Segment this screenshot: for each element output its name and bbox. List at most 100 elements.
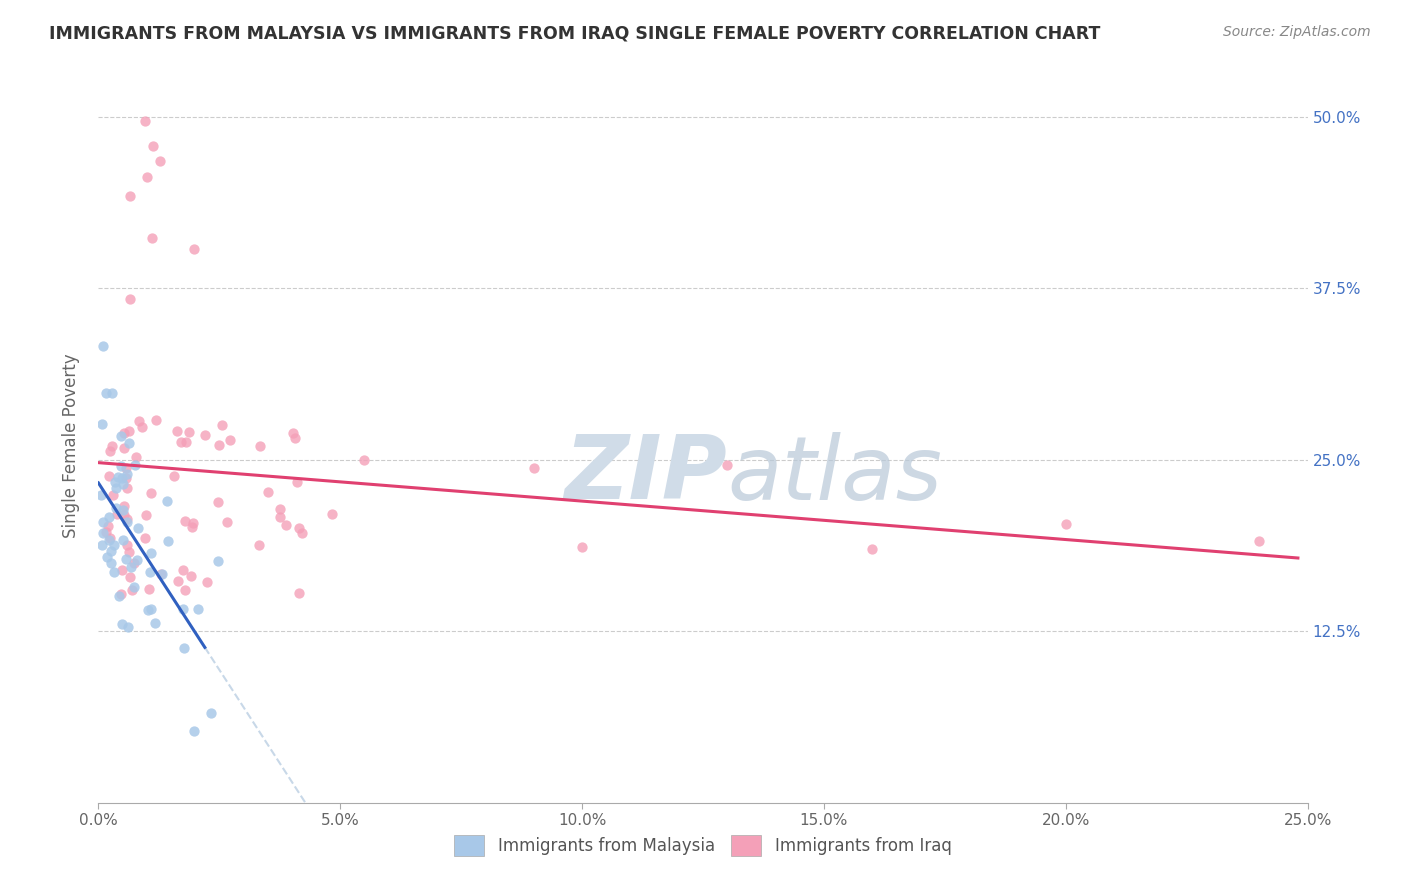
Point [115,467,138,482]
Point [124,458,146,472]
Point [207,554,229,568]
Point [207,495,229,509]
Point [172,563,194,577]
Point [110,458,132,473]
Point [208,438,231,452]
Text: Source: ZipAtlas.com: Source: ZipAtlas.com [1223,25,1371,39]
Point [183,242,205,256]
Point [118,292,141,306]
Point [118,569,141,583]
Point [110,429,132,443]
Point [173,582,195,597]
Point [291,526,314,541]
Point [98,444,121,458]
Point [107,589,129,603]
Point [111,533,134,547]
Point [111,563,134,577]
Point [181,516,204,530]
Point [134,114,156,128]
Point [93,526,115,541]
Point [103,538,125,552]
Point [118,545,141,559]
Point [118,436,141,450]
Point [112,508,135,522]
Point [112,441,135,455]
Point [200,706,222,721]
Point [97,533,120,548]
Point [96,386,118,401]
Point [167,574,190,588]
Point [100,556,122,570]
Point [114,471,136,485]
Point [149,153,172,168]
Point [269,501,291,516]
Y-axis label: Single Female Poverty: Single Female Poverty [62,354,80,538]
Point [98,469,121,483]
Point [180,568,202,582]
Point [100,439,122,453]
Point [131,420,153,434]
Point [104,500,127,515]
Point [118,425,141,439]
Point [138,582,160,597]
Point [112,499,135,513]
Point [90,488,112,502]
Point [136,603,159,617]
Point [91,538,114,552]
Point [179,425,201,439]
Point [288,585,311,599]
Point [150,567,173,582]
Point [128,414,150,428]
Text: atlas: atlas [727,432,942,517]
Point [100,532,122,546]
Point [111,477,134,491]
Point [120,189,142,203]
Point [111,503,134,517]
Point [247,538,270,552]
Point [100,543,122,558]
Point [96,550,118,565]
Point [114,461,136,475]
Point [94,525,117,540]
Point [104,475,127,489]
Point [194,427,217,442]
Point [256,484,278,499]
Point [127,521,149,535]
Point [276,518,298,533]
Point [135,508,157,522]
Point [112,425,135,440]
Point [1249,533,1271,548]
Point [353,452,375,467]
Point [125,450,148,465]
Point [114,552,136,566]
Point [121,583,143,598]
Point [181,519,204,533]
Point [120,559,142,574]
Point [122,580,145,594]
Point [155,494,177,508]
Point [97,510,120,524]
Point [860,541,883,556]
Point [101,385,124,400]
Point [281,426,304,441]
Point [115,482,138,496]
Point [141,231,163,245]
Point [134,531,156,545]
Point [141,602,163,616]
Point [219,434,242,448]
Point [122,556,145,570]
Point [283,431,305,445]
Point [104,481,127,495]
Point [1054,517,1077,532]
Point [173,514,195,528]
Point [217,515,239,529]
Text: ZIP: ZIP [564,431,727,518]
Point [163,468,186,483]
Text: IMMIGRANTS FROM MALAYSIA VS IMMIGRANTS FROM IRAQ SINGLE FEMALE POVERTY CORRELATI: IMMIGRANTS FROM MALAYSIA VS IMMIGRANTS F… [49,25,1101,43]
Point [115,538,138,552]
Point [156,534,179,549]
Point [115,515,138,529]
Point [97,518,120,533]
Point [195,574,218,589]
Point [103,565,125,579]
